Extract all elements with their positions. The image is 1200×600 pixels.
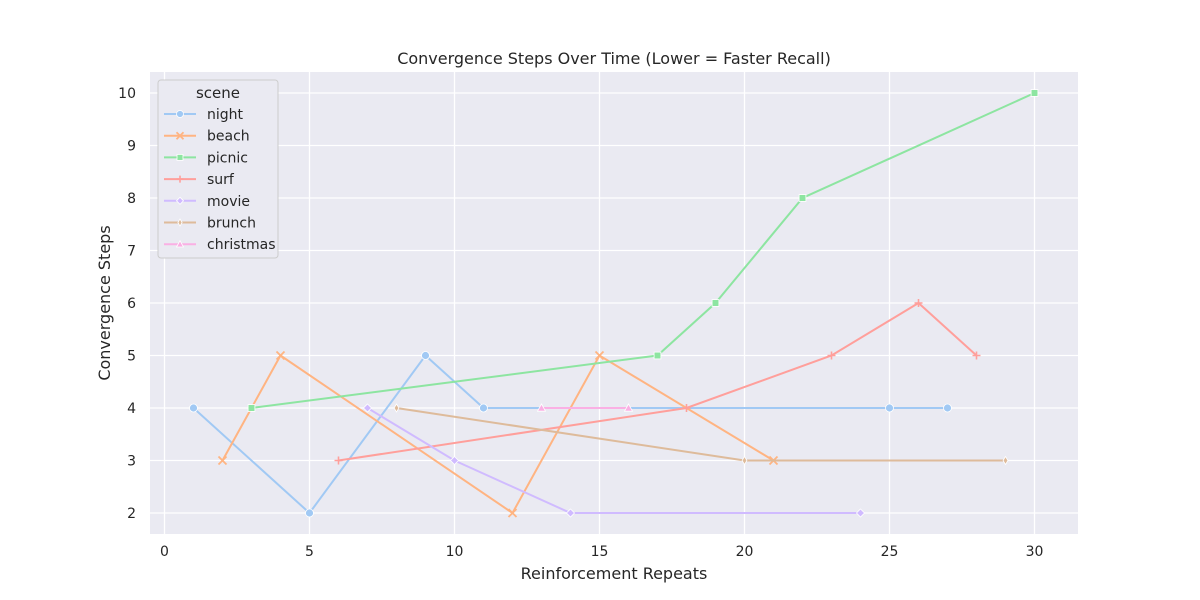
legend-label: christmas: [207, 237, 276, 253]
y-tick-label: 10: [118, 86, 136, 102]
data-point: [536, 403, 547, 412]
data-point: [855, 508, 866, 518]
data-point: [1002, 455, 1009, 466]
x-tick-label: 30: [1026, 544, 1044, 560]
legend-label: surf: [207, 172, 235, 188]
data-point: [479, 403, 488, 413]
data-point: [247, 404, 256, 412]
data-point: [217, 455, 228, 466]
x-tick-label: 5: [305, 544, 314, 560]
y-tick-label: 9: [127, 139, 136, 155]
data-point: [175, 131, 185, 140]
x-axis-label: Reinforcement Repeats: [521, 564, 708, 583]
data-point: [507, 508, 518, 518]
data-point: [362, 403, 373, 413]
legend-entry-beach: beach: [164, 129, 250, 145]
y-tick-label: 2: [127, 506, 136, 522]
y-tick-label: 4: [127, 401, 136, 417]
data-point: [711, 299, 720, 307]
x-tick-label: 10: [446, 544, 464, 560]
legend-entry-picnic: picnic: [164, 150, 248, 166]
x-tick-label: 25: [881, 544, 899, 560]
legend-entry-surf: surf: [164, 172, 235, 188]
series-picnic: [247, 89, 1039, 412]
series-surf: [334, 299, 981, 465]
legend-entry-christmas: christmas: [164, 237, 276, 253]
data-point: [175, 239, 185, 248]
series-movie: [362, 403, 866, 518]
x-tick-label: 20: [736, 544, 754, 560]
data-point: [449, 455, 460, 466]
data-point: [682, 404, 691, 412]
data-point: [972, 351, 981, 360]
series-christmas: [536, 403, 634, 412]
data-point: [623, 403, 634, 412]
data-point: [305, 508, 314, 518]
legend-label: movie: [207, 194, 250, 210]
data-point: [176, 175, 184, 183]
legend-entry-brunch: brunch: [164, 216, 256, 232]
y-tick-label: 7: [127, 244, 136, 260]
legend-label: beach: [207, 129, 250, 145]
y-tick-label: 6: [127, 296, 136, 312]
data-point: [189, 403, 198, 413]
tick-labels: 0 5 10 15 20 25 30 2 3 4 5 6 7 8 9 10: [118, 86, 1043, 560]
data-point: [798, 194, 807, 202]
series-line: [366, 407, 861, 514]
data-point: [565, 508, 576, 518]
x-tick-label: 15: [591, 544, 609, 560]
legend: scene night beach picnic surf movie brunch chr…: [157, 79, 279, 259]
data-point: [421, 351, 430, 360]
data-point: [943, 403, 952, 413]
data-point: [393, 403, 400, 413]
data-point: [334, 456, 343, 465]
legend-label: picnic: [207, 150, 248, 166]
legend-label: brunch: [207, 216, 256, 232]
data-point: [177, 218, 183, 227]
series-lines: [189, 89, 1039, 518]
data-point: [175, 196, 185, 205]
chart-title: Convergence Steps Over Time (Lower = Fas…: [397, 49, 831, 68]
data-point: [1030, 89, 1039, 97]
legend-label: night: [207, 107, 244, 123]
legend-title: scene: [196, 84, 240, 102]
legend-entry-night: night: [164, 107, 244, 123]
data-point: [827, 351, 836, 360]
y-tick-label: 3: [127, 454, 136, 470]
data-point: [594, 350, 605, 361]
y-axis-label: Convergence Steps: [95, 225, 114, 380]
y-tick-label: 8: [127, 191, 136, 207]
data-point: [914, 299, 923, 307]
data-point: [741, 455, 748, 466]
legend-box: [157, 79, 279, 259]
x-tick-label: 0: [160, 544, 169, 560]
data-point: [176, 154, 184, 161]
data-point: [275, 350, 286, 361]
y-tick-label: 5: [127, 349, 136, 365]
data-point: [653, 351, 662, 360]
data-point: [885, 403, 894, 413]
legend-entry-movie: movie: [164, 194, 250, 210]
series-brunch: [393, 403, 1009, 466]
data-point: [176, 110, 184, 118]
